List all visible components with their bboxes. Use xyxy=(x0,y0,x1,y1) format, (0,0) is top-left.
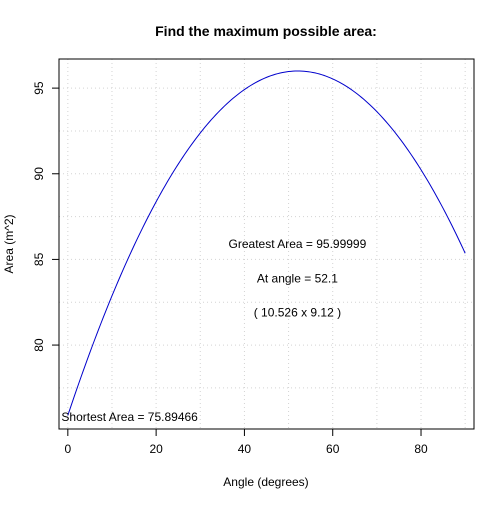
y-tick-label: 90 xyxy=(32,167,46,181)
x-tick-label: 0 xyxy=(64,442,71,456)
x-tick-label: 80 xyxy=(414,442,428,456)
x-tick-label: 20 xyxy=(149,442,163,456)
annotation-dimensions: ( 10.526 x 9.12 ) xyxy=(254,306,341,320)
annotation-greatest-area: Greatest Area = 95.99999 xyxy=(229,237,367,251)
annotations: Greatest Area = 95.99999 At angle = 52.1… xyxy=(61,237,366,424)
annotation-at-angle: At angle = 52.1 xyxy=(257,271,338,285)
x-axis-label: Angle (degrees) xyxy=(223,475,308,489)
annotation-shortest-area: Shortest Area = 75.89466 xyxy=(61,410,198,424)
series-line-area xyxy=(67,70,466,416)
y-tick-label: 95 xyxy=(32,81,46,95)
y-axis: 80 85 90 95 xyxy=(32,81,60,352)
y-tick-label: 85 xyxy=(32,252,46,266)
grid-lines xyxy=(59,59,474,429)
y-tick-label: 80 xyxy=(32,338,46,352)
x-tick-label: 60 xyxy=(326,442,340,456)
chart-title: Find the maximum possible area: xyxy=(155,23,377,39)
x-tick-label: 40 xyxy=(238,442,252,456)
y-axis-label: Area (m^2) xyxy=(2,215,16,274)
x-axis: 0 20 40 60 80 xyxy=(64,428,428,456)
